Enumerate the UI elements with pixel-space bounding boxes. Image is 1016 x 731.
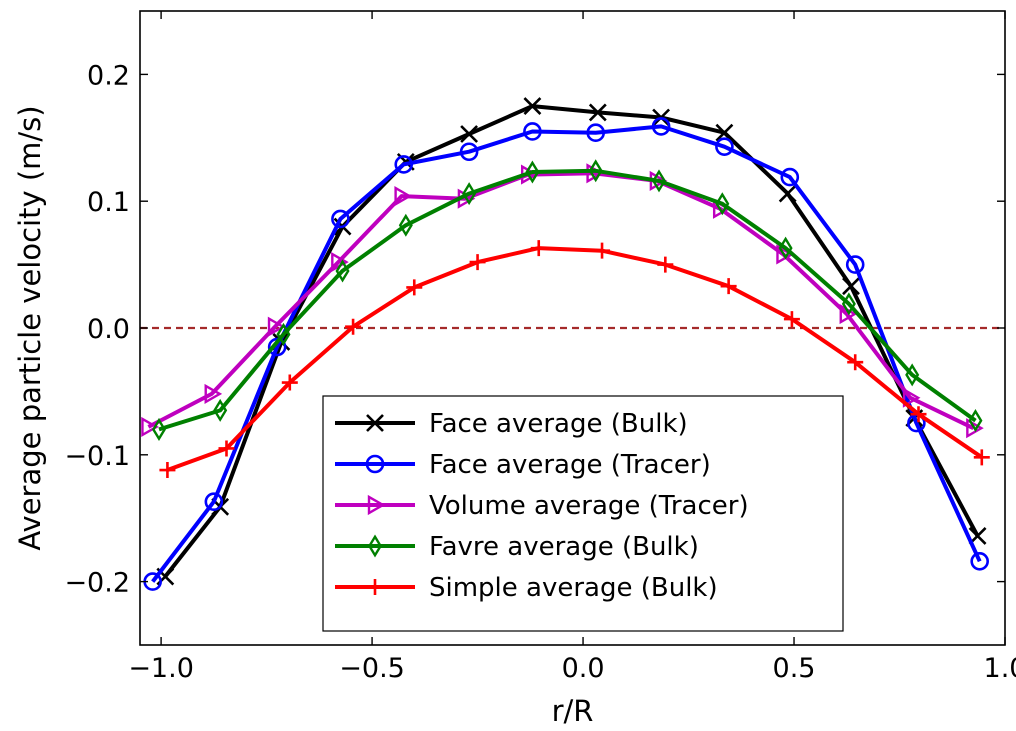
data-point	[780, 167, 800, 187]
series-line-face-average-tracer	[151, 124, 982, 583]
legend-label: Simple average (Bulk)	[429, 573, 718, 603]
x-tick-label: −1.0	[128, 653, 194, 684]
data-point	[523, 122, 542, 141]
legend-marker	[367, 534, 383, 558]
data-point	[398, 213, 413, 237]
data-point	[267, 316, 286, 337]
data-point	[276, 322, 291, 346]
x-axis-label: r/R	[552, 694, 594, 727]
data-point	[651, 117, 671, 136]
data-point	[783, 311, 800, 328]
data-point	[594, 242, 611, 259]
data-point	[651, 169, 667, 193]
x-tick-label: 1.0	[984, 653, 1016, 684]
data-point	[910, 406, 927, 423]
data-point	[841, 292, 856, 316]
legend-entry-face-average-bulk: Face average (Bulk)	[335, 409, 688, 439]
legend-marker	[367, 579, 383, 595]
data-point	[345, 318, 362, 335]
data-point	[657, 256, 674, 273]
legend-marker	[367, 494, 386, 516]
y-tick-label: 0.1	[87, 187, 130, 218]
data-point	[720, 278, 737, 295]
data-point	[462, 182, 477, 206]
legend-entry-volume-average-tracer: Volume average (Tracer)	[335, 491, 749, 521]
y-axis-label: Average particle velocity (m/s)	[13, 105, 47, 550]
data-point	[213, 398, 228, 422]
legend-box	[322, 395, 844, 632]
data-point	[523, 97, 542, 116]
x-tick-label: 0.5	[773, 653, 816, 684]
data-point	[394, 186, 413, 207]
data-point	[973, 449, 990, 466]
data-point	[204, 492, 224, 512]
legend-marker	[366, 414, 384, 432]
data-point	[460, 125, 479, 143]
data-point	[778, 184, 797, 203]
data-point	[715, 123, 734, 142]
series-simple-average-bulk	[159, 240, 990, 479]
data-point	[715, 192, 730, 216]
data-point	[905, 363, 920, 387]
data-point	[715, 137, 734, 156]
data-point	[331, 209, 350, 229]
legend: Face average (Bulk) Face average (Tracer)…	[322, 395, 844, 632]
data-point	[204, 383, 223, 405]
data-point	[588, 103, 607, 122]
data-point	[406, 279, 423, 296]
data-point	[778, 236, 793, 260]
data-point	[847, 354, 864, 371]
legend-entry-favre-average-bulk: Favre average (Bulk)	[335, 532, 699, 562]
y-tick-label: −0.2	[64, 568, 130, 599]
x-tick-label: 0.0	[562, 653, 605, 684]
data-point	[530, 240, 547, 257]
data-point	[469, 254, 486, 271]
data-point	[966, 418, 984, 439]
data-point	[588, 159, 603, 183]
legend-label: Volume average (Tracer)	[429, 491, 749, 521]
series-line-favre-average-bulk	[158, 168, 977, 432]
data-point	[218, 440, 235, 457]
data-point	[586, 123, 606, 143]
data-point	[525, 160, 540, 184]
legend-label: Face average (Bulk)	[429, 409, 688, 439]
series-line-simple-average-bulk	[166, 246, 983, 472]
data-point	[394, 155, 414, 174]
legend-entry-simple-average-bulk: Simple average (Bulk)	[335, 573, 718, 603]
axis-ticks: −1.0 −0.5 0.0 0.5 1.0 −0.2 −0.1 0.0 0.1 0.2	[64, 11, 1016, 684]
data-point	[968, 409, 983, 433]
legend-label: Face average (Tracer)	[429, 450, 711, 480]
series-face-average-tracer	[143, 117, 989, 591]
y-tick-label: −0.1	[64, 441, 130, 472]
data-point	[151, 417, 166, 441]
series-layer	[141, 97, 990, 591]
legend-marker	[365, 454, 385, 474]
data-point	[159, 462, 176, 479]
data-point	[335, 259, 350, 283]
data-point	[842, 277, 860, 296]
data-point	[845, 255, 865, 274]
x-tick-label: −0.5	[339, 653, 405, 684]
series-favre-average-bulk	[151, 159, 983, 441]
data-point	[281, 374, 298, 391]
data-point	[902, 387, 921, 408]
data-point	[459, 142, 479, 162]
y-tick-label: 0.2	[87, 60, 130, 91]
data-point	[776, 244, 794, 265]
series-line-volume-average-tracer	[147, 171, 975, 431]
legend-label: Favre average (Bulk)	[429, 532, 699, 562]
data-point	[970, 552, 989, 571]
y-tick-label: 0.0	[87, 314, 130, 345]
data-point	[141, 416, 159, 437]
legend-entry-face-average-tracer: Face average (Tracer)	[335, 450, 711, 480]
